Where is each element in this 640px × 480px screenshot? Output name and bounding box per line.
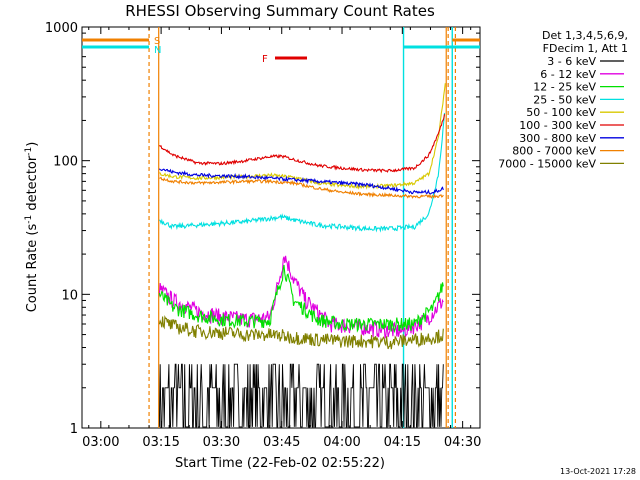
- legend-entry-label: 800 - 7000 keV: [512, 145, 596, 158]
- y-tick-label: 1000: [45, 21, 78, 36]
- x-tick-label: 04:00: [323, 435, 360, 450]
- legend-entry-label: 3 - 6 keV: [547, 55, 596, 68]
- series-lines: [158, 83, 446, 428]
- x-tick-label: 03:45: [263, 435, 300, 450]
- legend-entry-label: 25 - 50 keV: [533, 93, 596, 106]
- chart-title: RHESSI Observing Summary Count Rates: [125, 2, 435, 20]
- legend-entry-label: 7000 - 15000 keV: [498, 157, 596, 170]
- x-tick-label: 04:15: [384, 435, 421, 450]
- legend-entry-label: 12 - 25 keV: [533, 81, 596, 94]
- x-tick-label: 03:15: [142, 435, 179, 450]
- x-axis-ticks: 03:00 03:15 03:30 03:45 04:00 04:15 04:30: [82, 27, 481, 450]
- series-line-2: [158, 264, 444, 334]
- y-axis-ticks: 1 10 100 1000: [45, 21, 480, 437]
- event-bars: [148, 27, 456, 428]
- series-line-0: [158, 363, 444, 428]
- plot-frame: [81, 26, 481, 429]
- legend-entry-label: 6 - 12 keV: [540, 68, 596, 81]
- legend: Det 1,3,4,5,6,9,FDecim 1, Att 13 - 6 keV…: [498, 29, 628, 170]
- series-line-4: [159, 83, 446, 190]
- footer-timestamp: 13-Oct-2021 17:28: [560, 467, 636, 476]
- plot-border: [81, 26, 481, 429]
- series-line-3: [159, 112, 446, 233]
- y-tick-label: 1: [70, 422, 78, 437]
- series-line-5: [159, 114, 446, 174]
- series-line-1: [158, 255, 444, 339]
- legend-entry-label: 300 - 800 keV: [519, 132, 596, 145]
- x-tick-label: 04:30: [444, 435, 481, 450]
- y-tick-label: 10: [61, 288, 78, 303]
- flags: SN F: [82, 36, 480, 65]
- series-line-7: [159, 176, 444, 199]
- saa-flag-label: S: [154, 36, 160, 47]
- flare-flag-label: F: [262, 54, 268, 65]
- legend-entry-label: 50 - 100 keV: [526, 106, 596, 119]
- series-line-6: [158, 168, 444, 195]
- night-flag-label: N: [154, 45, 161, 56]
- legend-header: FDecim 1, Att 1: [543, 42, 628, 55]
- legend-header: Det 1,3,4,5,6,9,: [542, 29, 628, 42]
- y-axis-label: Count Rate (s-1 detector-1): [24, 142, 40, 313]
- x-tick-label: 03:30: [203, 435, 240, 450]
- y-tick-label: 100: [53, 155, 78, 170]
- x-tick-label: 03:00: [82, 435, 119, 450]
- x-axis-label: Start Time (22-Feb-02 02:55:22): [175, 456, 385, 471]
- legend-entry-label: 100 - 300 keV: [519, 119, 596, 132]
- series-line-8: [158, 314, 444, 350]
